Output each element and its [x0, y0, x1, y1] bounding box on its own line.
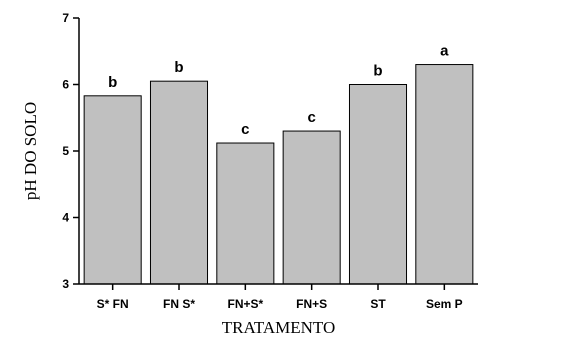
significance-letter: b [373, 63, 382, 80]
x-tick-label: Sem P [426, 297, 463, 311]
significance-letter: b [108, 74, 117, 91]
bar [149, 80, 209, 285]
x-ticks-group: S* FN FN S* FN+S* FN+S ST Sem P [97, 284, 463, 311]
y-tick-label: 4 [62, 211, 69, 225]
significance-letter: a [440, 43, 449, 60]
y-tick-label: 6 [62, 78, 69, 92]
y-axis-title: pH DO SOLO [21, 102, 40, 200]
bar [282, 130, 341, 285]
y-tick-label: 7 [62, 11, 69, 25]
x-tick-label: FN S* [163, 297, 195, 311]
bar [83, 95, 142, 285]
x-tick-label: FN+S [296, 297, 327, 311]
bar [415, 64, 474, 285]
x-axis-title: TRATAMENTO [222, 318, 336, 337]
significance-labels-group: b b c c b a [108, 43, 449, 138]
significance-letter: c [307, 109, 315, 126]
bar [348, 84, 408, 285]
y-tick-label: 5 [62, 144, 69, 158]
y-ticks-group: 3 4 5 6 7 [62, 11, 79, 291]
significance-letter: b [174, 59, 183, 76]
x-tick-label: ST [370, 297, 386, 311]
significance-letter: c [241, 121, 249, 138]
bars-group [83, 64, 474, 285]
x-tick-label: S* FN [97, 297, 129, 311]
y-tick-label: 3 [62, 277, 69, 291]
x-tick-label: FN+S* [227, 297, 263, 311]
bar [216, 142, 275, 285]
